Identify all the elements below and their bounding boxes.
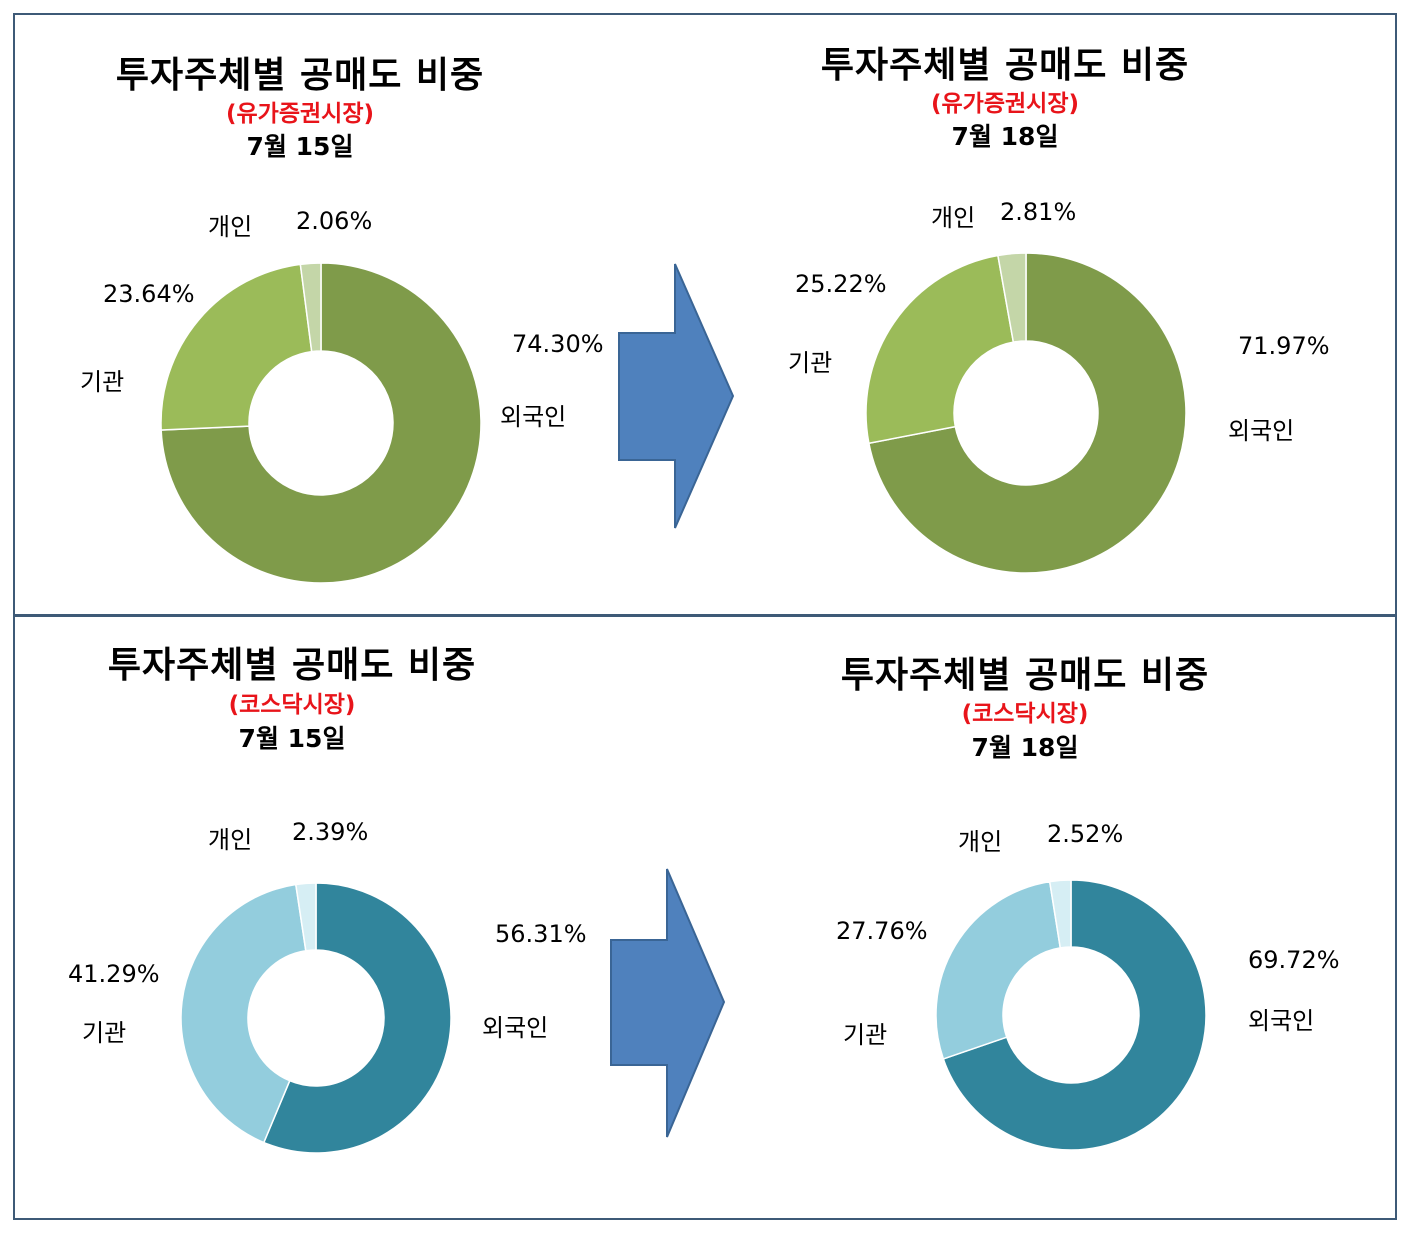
donut-slice-기관 — [935, 880, 1062, 1060]
arrow-shape — [618, 263, 735, 529]
donut-slice-외국인 — [262, 882, 452, 1154]
foreign-name-label: 외국인 — [482, 1014, 549, 1042]
chart-title: 투자주체별 공매도 비중 — [115, 55, 485, 96]
foreign-value-label: 71.97% — [1238, 332, 1330, 360]
market-label: (유가증권시장) — [226, 101, 374, 127]
donut-chart — [160, 262, 482, 584]
foreign-name-label: 외국인 — [1248, 1007, 1315, 1035]
individual-value-label: 2.39% — [292, 818, 369, 846]
foreign-name-label: 외국인 — [500, 403, 567, 431]
foreign-value-label: 69.72% — [1248, 946, 1340, 974]
date-label: 7월 18일 — [971, 733, 1079, 762]
foreign-value-label: 74.30% — [512, 330, 604, 358]
donut-chart — [935, 879, 1207, 1151]
individual-value-label: 2.52% — [1047, 820, 1124, 848]
panel-kosdaq — [13, 615, 1397, 1220]
arrow-shape — [610, 868, 726, 1138]
individual-value-label: 2.81% — [1000, 198, 1077, 226]
date-label: 7월 18일 — [951, 122, 1059, 151]
chart-title: 투자주체별 공매도 비중 — [820, 45, 1190, 86]
donut-slice-개인 — [997, 252, 1027, 343]
donut-slice-개인 — [299, 262, 322, 353]
donut-slice-외국인 — [942, 879, 1207, 1151]
institution-value-label: 23.64% — [103, 280, 195, 308]
market-label: (코스닥시장) — [961, 701, 1089, 727]
institution-value-label: 27.76% — [836, 917, 928, 945]
market-label: (코스닥시장) — [228, 692, 356, 718]
donut-slice-외국인 — [160, 262, 482, 584]
individual-name-label: 개인 — [931, 204, 976, 232]
foreign-value-label: 56.31% — [495, 920, 587, 948]
individual-name-label: 개인 — [208, 213, 253, 241]
donut-slice-개인 — [294, 882, 317, 952]
foreign-name-label: 외국인 — [1228, 417, 1295, 445]
institution-value-label: 25.22% — [795, 270, 887, 298]
arrow-right-icon — [618, 263, 735, 529]
date-label: 7월 15일 — [238, 724, 346, 753]
institution-name-label: 기관 — [82, 1019, 127, 1047]
market-label: (유가증권시장) — [931, 91, 1079, 117]
donut-slice-기관 — [180, 883, 307, 1144]
date-label: 7월 15일 — [246, 132, 354, 161]
donut-slice-기관 — [865, 254, 1015, 445]
donut-slice-기관 — [160, 263, 313, 431]
donut-slice-외국인 — [868, 252, 1187, 574]
institution-name-label: 기관 — [80, 368, 125, 396]
institution-name-label: 기관 — [788, 349, 833, 377]
donut-chart — [865, 252, 1187, 574]
individual-name-label: 개인 — [958, 828, 1003, 856]
individual-name-label: 개인 — [208, 826, 253, 854]
donut-chart — [180, 882, 452, 1154]
arrow-right-icon — [610, 868, 726, 1138]
chart-title: 투자주체별 공매도 비중 — [107, 645, 477, 686]
chart-title: 투자주체별 공매도 비중 — [840, 655, 1210, 696]
individual-value-label: 2.06% — [296, 207, 373, 235]
donut-slice-개인 — [1048, 879, 1072, 949]
institution-name-label: 기관 — [843, 1021, 888, 1049]
institution-value-label: 41.29% — [68, 960, 160, 988]
